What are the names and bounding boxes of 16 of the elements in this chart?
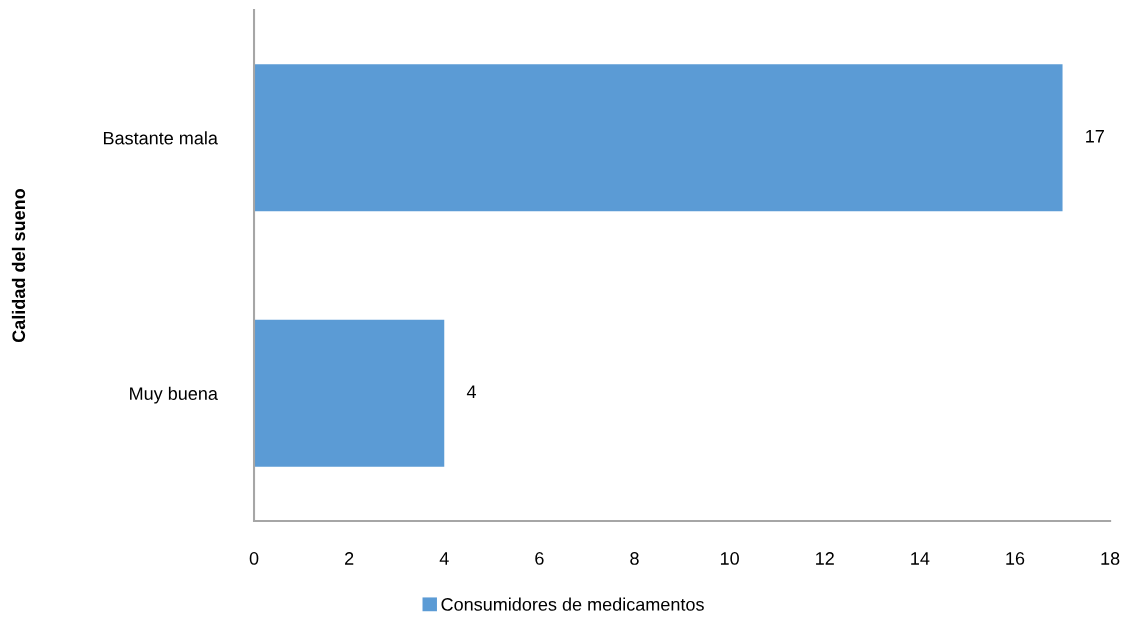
y-tick-label: Muy buena bbox=[130, 386, 218, 404]
x-tick-label: 0 bbox=[249, 552, 259, 565]
legend-label: Consumidores de medicamentos bbox=[441, 597, 704, 611]
x-tick-label: 18 bbox=[1101, 552, 1120, 565]
data-label: 4 bbox=[466, 385, 476, 398]
y-axis-title: Calidad del sueno bbox=[11, 188, 26, 343]
data-label: 17 bbox=[1086, 130, 1104, 143]
x-tick-label: 12 bbox=[816, 552, 834, 565]
y-tick-label: Bastante mala bbox=[103, 131, 218, 145]
x-tick-label: 6 bbox=[535, 552, 544, 565]
x-tick-label: 14 bbox=[911, 552, 930, 565]
x-tick-label: 2 bbox=[345, 552, 354, 565]
x-tick-label: 8 bbox=[630, 552, 639, 565]
x-tick-label: 10 bbox=[720, 552, 739, 565]
x-tick-label: 4 bbox=[439, 552, 449, 565]
x-tick-label: 16 bbox=[1006, 552, 1025, 565]
